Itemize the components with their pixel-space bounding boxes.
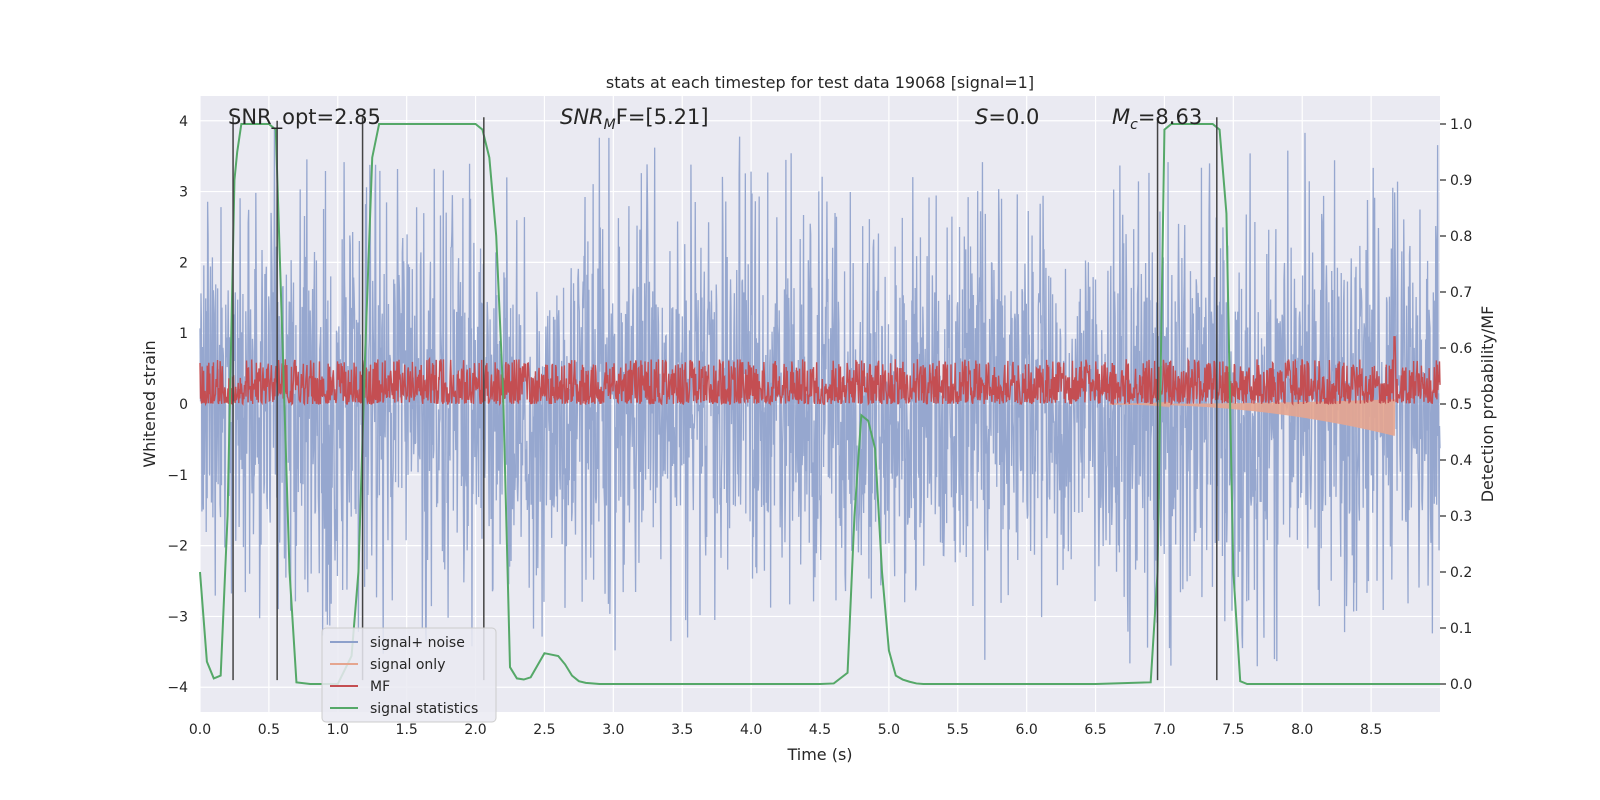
x-tick-label: 7.0 — [1153, 722, 1175, 738]
x-tick-label: 2.5 — [533, 722, 555, 738]
legend: signal+ noise signal only MF signal statist… — [321, 627, 497, 723]
y-right-tick-label: 0.2 — [1450, 565, 1472, 581]
y-left-tick-label: 3 — [179, 185, 188, 201]
data-layer — [199, 123, 1441, 685]
annotation-s: S=0.0 — [975, 105, 1039, 129]
x-tick-label: 5.0 — [878, 722, 900, 738]
y-axis-label-right: Detection probability/MF — [1478, 306, 1497, 503]
annotation-snr-mf-rest: F=[5.21] — [616, 105, 709, 129]
x-tick-label: 0.0 — [189, 722, 211, 738]
y-left-tick-label: 4 — [179, 114, 188, 130]
annotation-s-base: S — [975, 105, 988, 129]
x-tick-label: 2.0 — [464, 722, 486, 738]
series-signal-statistics — [199, 123, 1440, 685]
y-right-tick-label: 0.3 — [1450, 509, 1472, 525]
legend-label: signal only — [370, 657, 445, 673]
legend-label: signal+ noise — [370, 635, 465, 651]
y-right-tick-label: 1.0 — [1450, 117, 1472, 133]
x-tick-label: 0.5 — [258, 722, 280, 738]
y-right-tick-label: 0.4 — [1450, 453, 1472, 469]
x-axis-label: Time (s) — [786, 745, 852, 764]
annotation-s-rest: =0.0 — [988, 105, 1039, 129]
series-signal-noise — [199, 129, 1441, 667]
y-left-tick-label: 1 — [179, 326, 188, 342]
x-tick-label: 5.5 — [947, 722, 969, 738]
x-tick-label: 8.5 — [1360, 722, 1382, 738]
y-right-tick-label: 0.8 — [1450, 229, 1472, 245]
y-left-tick-label: 0 — [179, 397, 188, 413]
series-mf — [199, 336, 1441, 407]
x-tick-label: 3.0 — [602, 722, 624, 738]
annotation-snr-mf: SNRMF=[5.21] — [560, 105, 709, 133]
y-right-tick-label: 0.9 — [1450, 173, 1472, 189]
x-tick-label: 1.5 — [396, 722, 418, 738]
annotation-snr-mf-sub: M — [604, 117, 616, 133]
annotation-mc-base: M — [1112, 105, 1130, 129]
x-tick-label: 8.0 — [1291, 722, 1313, 738]
y-left-tick-label: −1 — [167, 468, 188, 484]
y-axis-label-left: Whitened strain — [140, 340, 159, 467]
y-right-tick-label: 0.1 — [1450, 621, 1472, 637]
x-tick-label: 3.5 — [671, 722, 693, 738]
y-right-tick-label: 0.5 — [1450, 397, 1472, 413]
annotation-snr-mf-base: SNR — [560, 105, 604, 129]
x-tick-label: 7.5 — [1222, 722, 1244, 738]
y-left-tick-label: −2 — [167, 539, 188, 555]
x-tick-label: 4.5 — [809, 722, 831, 738]
annotation-mc-rest: =8.63 — [1138, 105, 1202, 129]
annotation-mc: Mc=8.63 — [1112, 105, 1202, 133]
y-left-tick-label: −3 — [167, 609, 188, 625]
y-left-tick-label: −4 — [167, 680, 188, 696]
ticks: 0.0 0.5 1.0 1.5 2.0 2.5 3.0 3.5 4.0 4.5 5.0 5.5 6.0 6… — [167, 114, 1472, 738]
legend-box — [321, 627, 497, 723]
y-right-tick-label: 0.0 — [1450, 677, 1472, 693]
vertical-markers — [232, 117, 1218, 681]
x-tick-label: 6.0 — [1016, 722, 1038, 738]
chart-title: stats at each timestep for test data 190… — [606, 73, 1034, 92]
y-right-tick-label: 0.7 — [1450, 285, 1472, 301]
annotation-snr-opt: SNR_opt=2.85 — [228, 105, 381, 130]
legend-label: MF — [370, 679, 390, 695]
y-left-tick-label: 2 — [179, 255, 188, 271]
y-right-tick-label: 0.6 — [1450, 341, 1472, 357]
x-tick-label: 6.5 — [1084, 722, 1106, 738]
legend-label: signal statistics — [370, 701, 478, 717]
x-tick-label: 4.0 — [740, 722, 762, 738]
x-tick-label: 1.0 — [327, 722, 349, 738]
annotations: SNR_opt=2.85 SNRMF=[5.21] S=0.0 Mc=8.63 — [228, 105, 1202, 133]
annotation-mc-sub: c — [1130, 117, 1138, 133]
